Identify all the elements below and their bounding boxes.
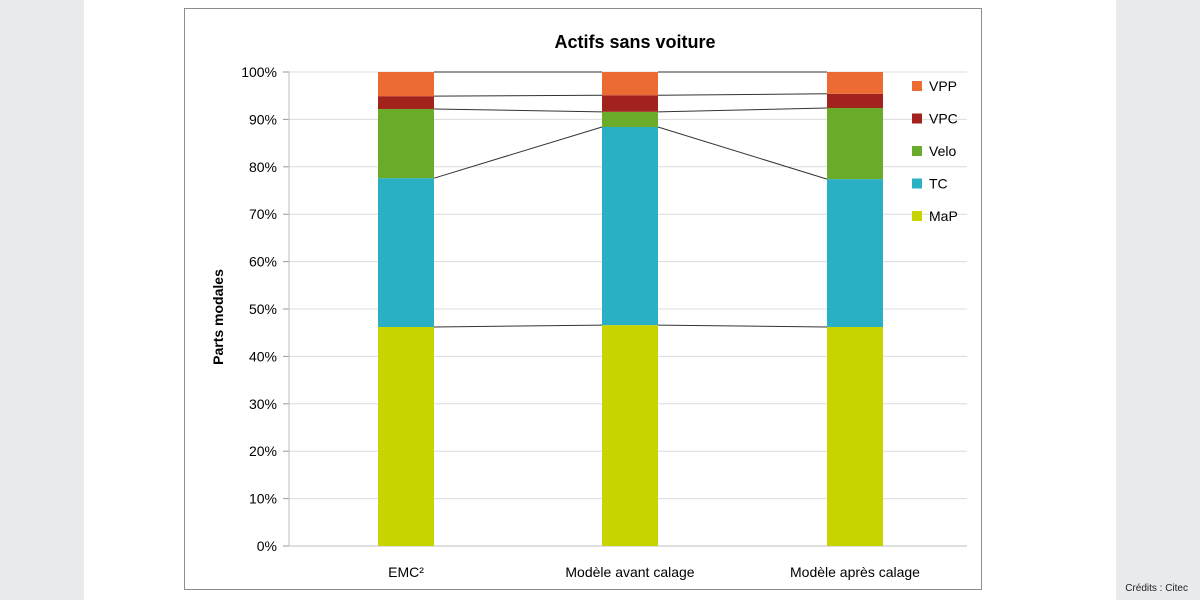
bar-segment-velo	[602, 111, 658, 127]
bar-segment-velo	[378, 108, 434, 179]
legend-label: TC	[929, 176, 948, 192]
bar-segment-map	[827, 327, 883, 546]
connector-line	[657, 93, 828, 96]
connector-line	[433, 108, 603, 113]
y-tick-label: 50%	[249, 301, 277, 317]
x-tick-label: Modèle avant calage	[565, 564, 694, 580]
y-tick-label: 60%	[249, 254, 277, 270]
connector-line	[433, 126, 603, 179]
legend-label: VPP	[929, 78, 957, 94]
bar-segment-vpp	[602, 72, 658, 96]
bar-segment-tc	[602, 126, 658, 326]
bar-segment-vpc	[827, 93, 883, 109]
stacked-bar-chart: Actifs sans voiture Parts modales 0% 10% 2…	[210, 32, 967, 580]
y-tick-label: 100%	[241, 64, 277, 80]
bar-segment-map	[602, 325, 658, 546]
y-tick-label: 80%	[249, 159, 277, 175]
connector-line	[433, 324, 603, 328]
series-connector-lines	[433, 71, 828, 328]
y-tick-label: 40%	[249, 348, 277, 364]
credits-text: Crédits : Citec	[1125, 583, 1188, 594]
chart-title: Actifs sans voiture	[554, 32, 715, 52]
connector-line	[433, 94, 603, 97]
legend-label: VPC	[929, 111, 958, 127]
legend-label: Velo	[929, 143, 956, 159]
y-tick-label: 30%	[249, 396, 277, 412]
legend-swatch-velo	[912, 146, 922, 156]
legend-swatch-vpp	[912, 81, 922, 91]
bar-segment-vpp	[827, 72, 883, 94]
bar-segment-vpc	[378, 96, 434, 109]
legend: VPP VPC Velo TC MaP	[912, 78, 958, 224]
y-tick-label: 10%	[249, 491, 277, 507]
legend-label: MaP	[929, 208, 958, 224]
bar-segment-velo	[827, 108, 883, 180]
y-tick-label: 20%	[249, 443, 277, 459]
legend-swatch-map	[912, 211, 922, 221]
bars	[378, 72, 883, 546]
legend-swatch-tc	[912, 178, 922, 189]
chart-frame: Actifs sans voiture Parts modales 0% 10% 2…	[184, 8, 982, 590]
bar-segment-map	[378, 327, 434, 546]
bar-segment-tc	[378, 178, 434, 328]
connector-line	[657, 107, 828, 113]
connector-line	[657, 324, 828, 328]
bar-segment-vpp	[378, 72, 434, 97]
x-axis-labels: EMC² Modèle avant calage Modèle après cala…	[388, 564, 920, 580]
x-tick-label: EMC²	[388, 564, 424, 580]
bar-segment-vpc	[602, 95, 658, 112]
bar-segment-tc	[827, 179, 883, 328]
x-tick-label: Modèle après calage	[790, 564, 920, 580]
y-tick-label: 0%	[257, 538, 277, 554]
y-tick-label: 70%	[249, 206, 277, 222]
y-tick-label: 90%	[249, 111, 277, 127]
legend-swatch-vpc	[912, 113, 922, 124]
connector-line	[657, 126, 828, 180]
y-axis-ticks: 0% 10% 20% 30% 40% 50% 60% 70% 80% 90% 100%	[241, 64, 277, 554]
y-axis-label: Parts modales	[210, 269, 226, 365]
